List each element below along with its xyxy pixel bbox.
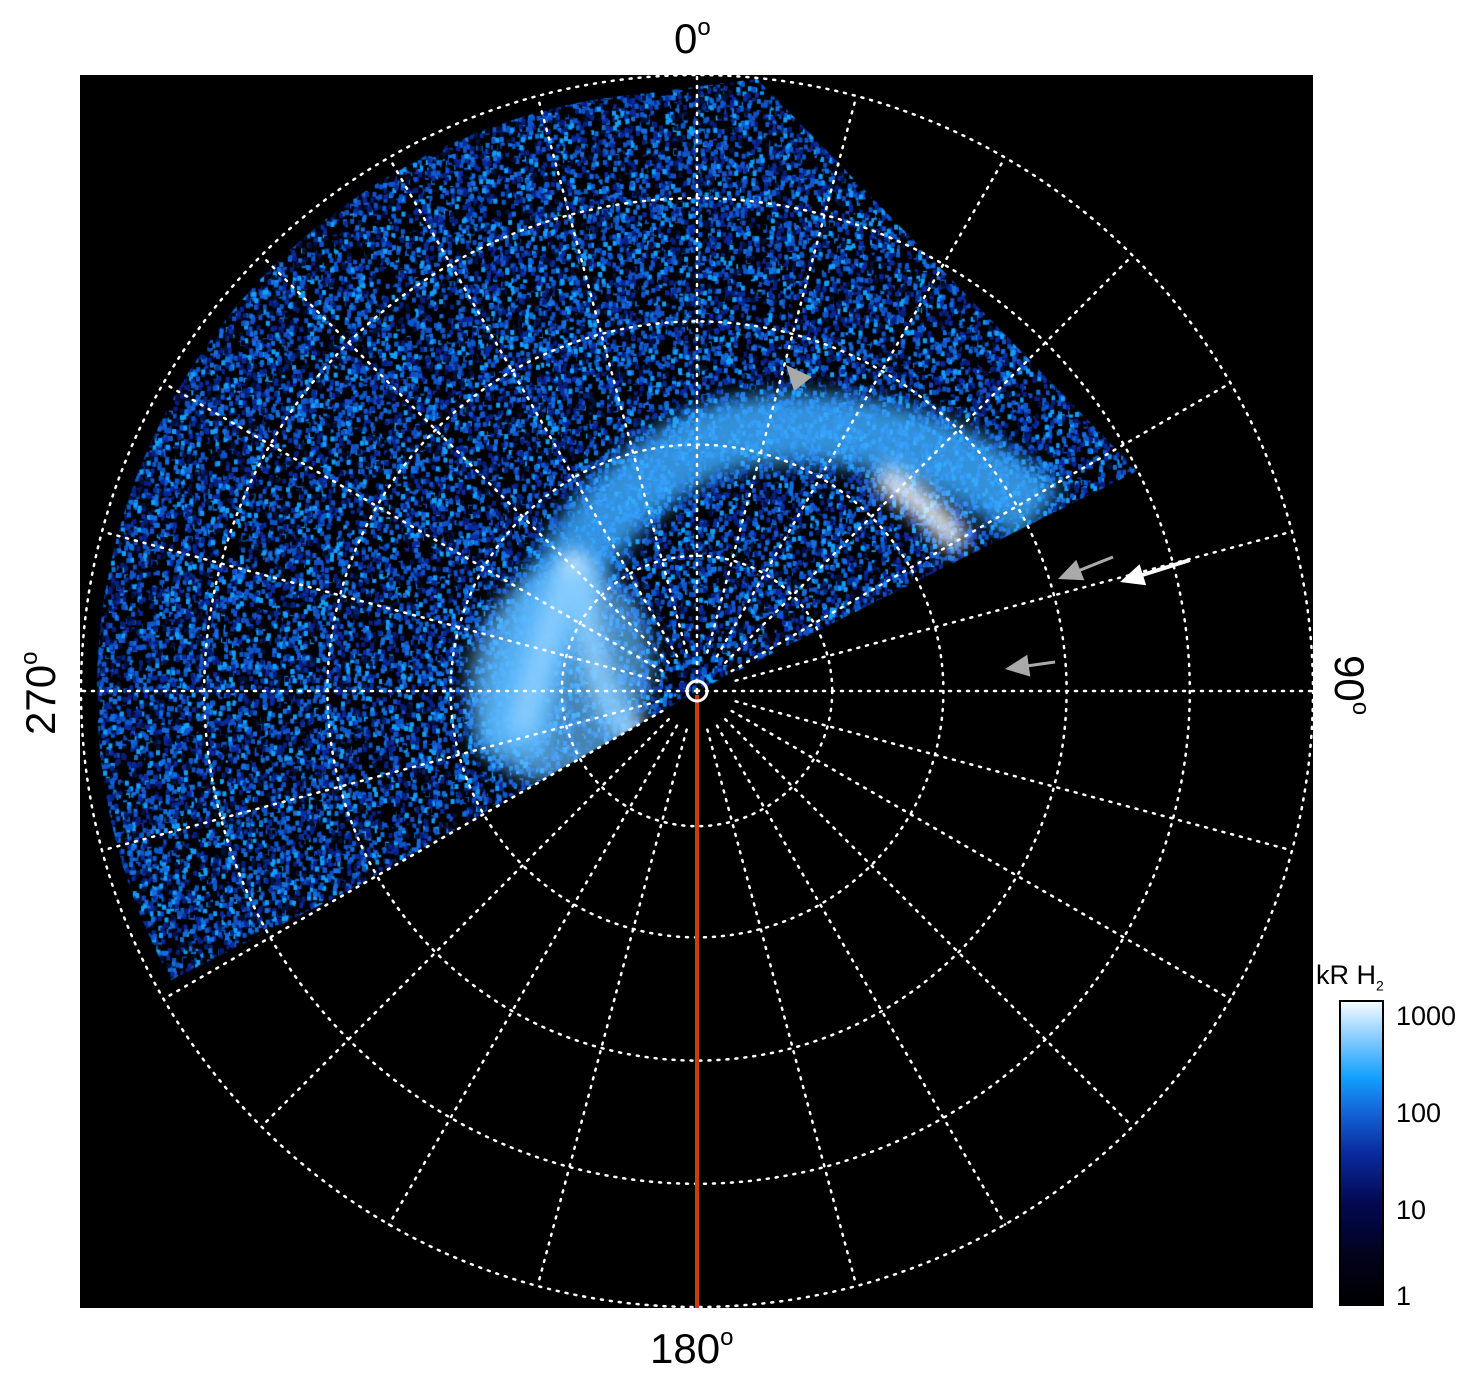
- arrow-gray-right-shaft: [1075, 555, 1114, 574]
- polar-grid: [80, 75, 1313, 1308]
- degree-mark: o: [16, 651, 43, 665]
- colorbar-tick-10: 10: [1396, 1195, 1427, 1225]
- colorbar-tick-1: 1: [1396, 1281, 1412, 1311]
- longitude-line: [260, 718, 670, 1128]
- arrow-gray-lower-icon: [1005, 654, 1031, 677]
- colorbar-tick-100: 100: [1396, 1098, 1442, 1128]
- colorbar-tick-1000: 1000: [1396, 1001, 1457, 1031]
- arrow-gray-lower-shaft: [1023, 660, 1056, 668]
- longitude-line: [724, 718, 1134, 1128]
- longitude-line: [536, 728, 688, 1288]
- longitude-line: [706, 728, 858, 1288]
- colorbar: [1339, 1000, 1384, 1306]
- longitude-label-180: 180o: [650, 1324, 734, 1372]
- arrow-white-right-shaft: [1137, 558, 1191, 579]
- longitude-line: [162, 381, 664, 673]
- degree-mark: o: [720, 1324, 734, 1351]
- longitude-line: [162, 709, 664, 1001]
- longitude-line: [387, 724, 679, 1226]
- longitude-line: [734, 700, 1294, 852]
- longitude-line: [387, 156, 679, 658]
- latitude-ring: [80, 75, 1313, 1308]
- pole-marker: [685, 679, 709, 703]
- longitude-label-90: 90o: [1326, 655, 1374, 716]
- degree-mark: o: [1347, 701, 1374, 716]
- longitude-line: [260, 254, 670, 664]
- longitude-line: [730, 381, 1232, 673]
- longitude-line: [730, 709, 1232, 1001]
- polar-plot: [80, 75, 1313, 1308]
- arrow-gray-upper-icon: [786, 365, 812, 391]
- degree-mark: o: [697, 14, 711, 41]
- longitude-label-270: 270o: [16, 651, 64, 735]
- longitude-line: [706, 94, 858, 654]
- longitude-line: [100, 700, 660, 852]
- longitude-line: [724, 254, 1134, 664]
- longitude-line: [715, 156, 1007, 658]
- longitude-label-0: 0o: [674, 14, 711, 62]
- arrow-white-right-icon: [1120, 564, 1147, 586]
- longitude-line: [715, 724, 1007, 1226]
- colorbar-title: kR H2: [1316, 960, 1384, 994]
- longitude-line: [536, 94, 688, 654]
- arrow-gray-right-icon: [1058, 559, 1085, 581]
- longitude-line: [734, 530, 1294, 682]
- longitude-line: [100, 530, 660, 682]
